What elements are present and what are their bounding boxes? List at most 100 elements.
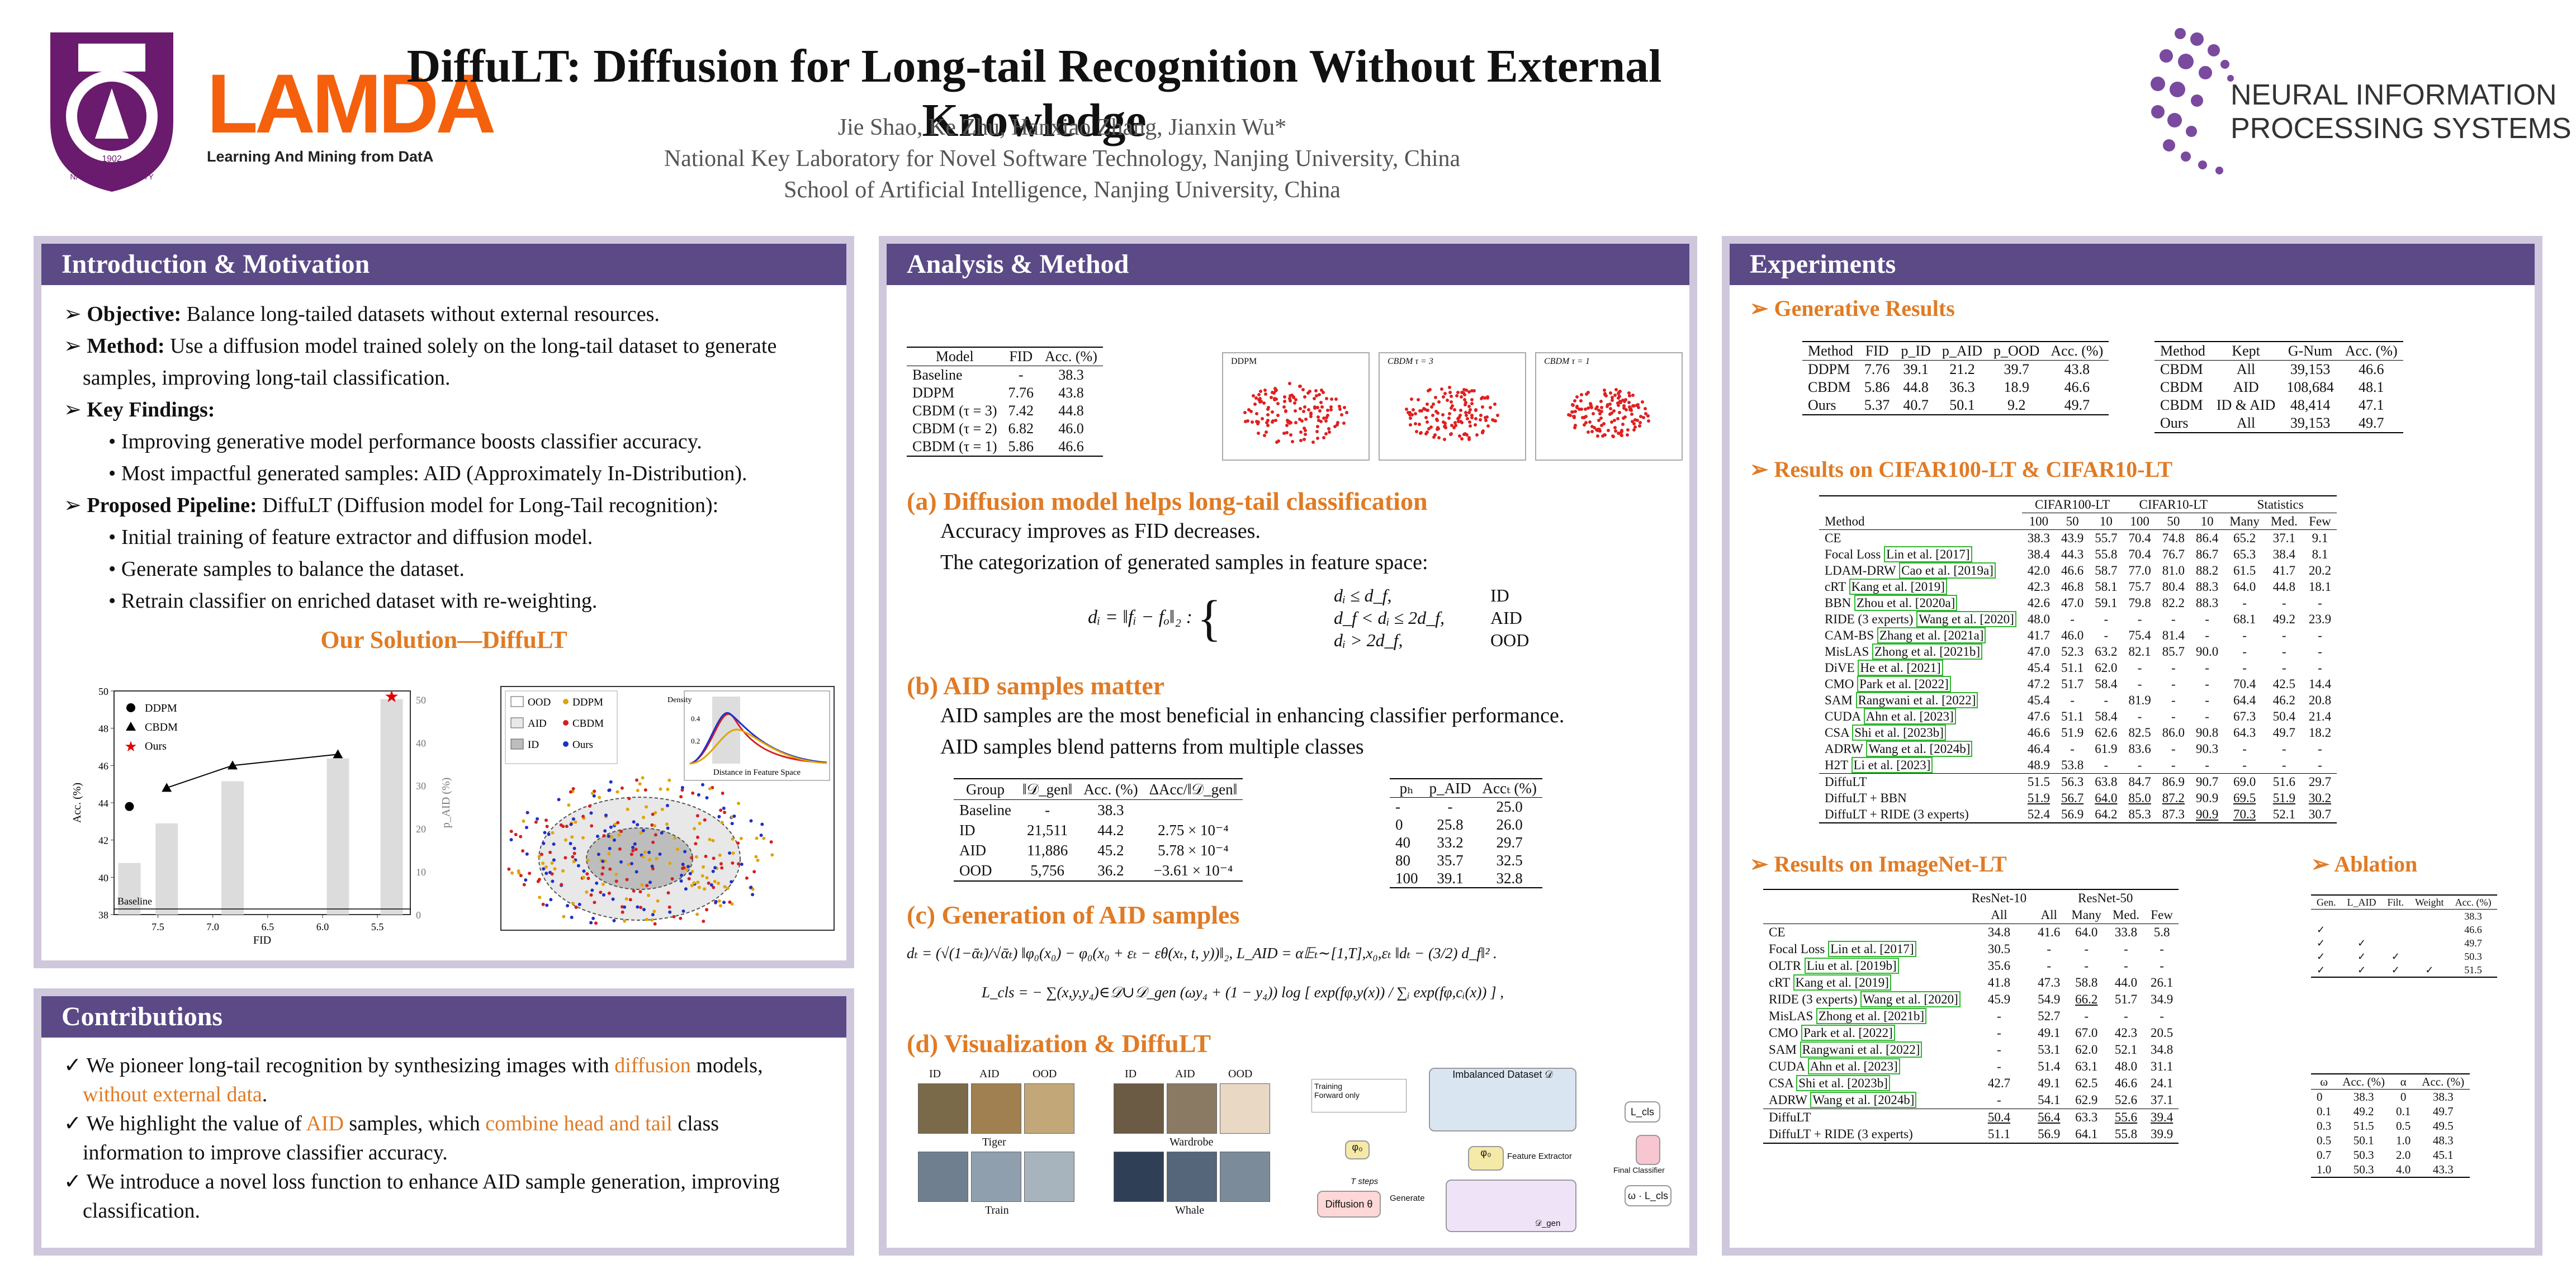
- sample-point: [1607, 429, 1611, 433]
- table-cell: 38.4: [2027, 547, 2050, 561]
- scatter-point: [755, 836, 759, 840]
- citation-link[interactable]: He et al. [2021]: [1858, 660, 1943, 676]
- sample-point: [1621, 423, 1625, 427]
- method-name: CE: [1769, 925, 1786, 939]
- scatter-point: [683, 850, 687, 854]
- table-cell: CBDM (τ = 3): [912, 402, 997, 419]
- imagenet-table: ResNet-10 ResNet-50 All All Many Med. Few CE 34.…: [1763, 889, 2179, 1144]
- scatter-point: [631, 849, 635, 853]
- citation-link[interactable]: Ahn et al. [2023]: [1807, 1058, 1900, 1074]
- table-row: Baseline -38.3: [954, 799, 1243, 820]
- sample-point: [1623, 415, 1627, 419]
- table-cell: 69.5: [2233, 791, 2256, 805]
- citation-link[interactable]: Zhong et al. [2021b]: [1816, 1008, 1927, 1024]
- table-cell: [2409, 950, 2450, 963]
- citation-link[interactable]: Rangwani et al. [2022]: [1800, 1041, 1922, 1058]
- scatter-point: [602, 893, 605, 897]
- sample-point: [1456, 390, 1460, 394]
- citation-link[interactable]: Rangwani et al. [2022]: [1855, 692, 1978, 708]
- citation-link[interactable]: Li et al. [2023]: [1851, 757, 1933, 773]
- table-cell: 86.7: [2196, 547, 2219, 561]
- sample-point: [1335, 423, 1339, 427]
- table-row: - -25.0: [1390, 797, 1542, 816]
- sample-point: [1590, 425, 1594, 429]
- sample-point: [1316, 406, 1320, 410]
- scatter-point: [652, 910, 656, 913]
- citation-link[interactable]: Wang et al. [2020]: [1916, 611, 2016, 627]
- table-cell: 46.2: [2272, 693, 2295, 707]
- scatter-point: [708, 837, 712, 841]
- table-cell: 38.3: [1039, 366, 1103, 384]
- citation-link[interactable]: Lin et al. [2017]: [1884, 546, 1972, 562]
- citation-link[interactable]: Shi et al. [2023b]: [1852, 724, 1946, 741]
- scatter-point: [572, 851, 576, 855]
- scatter-point: [538, 896, 542, 899]
- citation-link[interactable]: Park et al. [2022]: [1857, 676, 1951, 692]
- baseline-label: Baseline: [117, 896, 152, 907]
- citation-link[interactable]: Park et al. [2022]: [1801, 1025, 1895, 1041]
- scatter-point: [681, 863, 685, 866]
- scatter-point: [676, 847, 680, 851]
- scatter-point: [697, 886, 701, 889]
- citation-link[interactable]: Wang et al. [2020]: [1860, 991, 1961, 1007]
- scatter-point: [728, 900, 732, 904]
- scatter-point: [509, 830, 513, 834]
- table-cell: -: [2160, 942, 2164, 956]
- sample-point: [1636, 403, 1640, 407]
- table-header-row: ω Acc. (%) α Acc. (%): [2311, 1073, 2470, 1090]
- citation-link[interactable]: Cao et al. [2019a]: [1899, 562, 1996, 579]
- table-cell: 87.2: [2162, 791, 2185, 805]
- sample-point: [1257, 392, 1261, 396]
- table-cell: 49.2: [2353, 1105, 2374, 1118]
- sample-point: [1420, 409, 1424, 413]
- table-cell: 42.7: [1987, 1076, 2011, 1090]
- scatter-point: [673, 836, 676, 840]
- table-cell: 47.6: [2027, 709, 2050, 723]
- sample-point: [1573, 399, 1576, 403]
- sample-point: [1613, 394, 1617, 397]
- scatter-point: [641, 828, 645, 832]
- sample-point: [1611, 434, 1614, 438]
- table-cell: −3.61 × 10⁻⁴: [1143, 860, 1243, 882]
- sample-point: [1610, 411, 1614, 415]
- scatter-point: [635, 778, 638, 782]
- sample-point: [1273, 389, 1277, 393]
- table-cell: 56.9: [2056, 806, 2090, 823]
- sample-point: [1314, 394, 1318, 398]
- scatter-point: [717, 815, 721, 818]
- sample-point: [1434, 410, 1438, 413]
- table-cell: -: [2205, 709, 2209, 723]
- column-header: FID: [1002, 347, 1040, 366]
- inset-tick: 0.4: [691, 714, 700, 723]
- table-cell: 58.4: [2095, 709, 2118, 723]
- citation-link[interactable]: Wang et al. [2024b]: [1810, 1092, 1917, 1108]
- sample-point: [1251, 394, 1255, 398]
- legend-label: Ours: [145, 740, 167, 752]
- feature-extractor-label: Feature Extractor: [1507, 1152, 1572, 1161]
- table-cell: 46.6: [2464, 924, 2482, 935]
- citation-link[interactable]: Shi et al. [2023b]: [1796, 1075, 1890, 1091]
- citation-link[interactable]: Ahn et al. [2023]: [1863, 708, 1956, 724]
- scatter-point: [650, 918, 654, 922]
- sample-point: [1299, 430, 1303, 434]
- experiments-heading: Experiments: [1730, 244, 2535, 285]
- scatter-point: [525, 826, 528, 830]
- citation-link[interactable]: Lin et al. [2017]: [1828, 941, 1916, 957]
- table-cell: -: [2104, 628, 2109, 642]
- sample-point: [1485, 415, 1489, 419]
- citation-link[interactable]: Zhong et al. [2021b]: [1872, 643, 1983, 660]
- citation-link[interactable]: Kang et al. [2019]: [1793, 974, 1891, 991]
- citation-link[interactable]: Wang et al. [2024b]: [1866, 741, 1973, 757]
- sample-point: [1613, 426, 1617, 430]
- citation-link[interactable]: Zhang et al. [2021a]: [1877, 627, 1986, 643]
- citation-link[interactable]: Kang et al. [2019]: [1849, 579, 1947, 595]
- sample-point: [1290, 394, 1294, 397]
- table-row: 0.1 49.2 0.1 49.7: [2311, 1104, 2470, 1119]
- table-cell: All: [2210, 414, 2281, 433]
- sample-point: [1256, 420, 1260, 424]
- citation-link[interactable]: Zhou et al. [2020a]: [1854, 595, 1958, 611]
- citation-link[interactable]: Liu et al. [2019b]: [1804, 958, 1899, 974]
- table-cell: 61.5: [2233, 564, 2256, 577]
- sample-point: [1303, 405, 1307, 409]
- table-cell: Baseline: [907, 366, 1003, 384]
